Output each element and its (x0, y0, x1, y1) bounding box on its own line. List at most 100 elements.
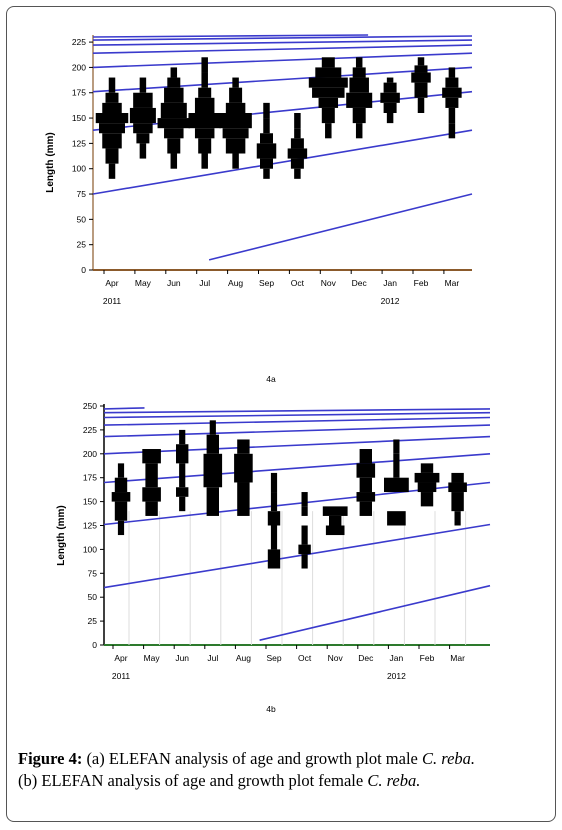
frequency-bar (237, 482, 250, 516)
frequency-bar (301, 554, 308, 569)
frequency-bar (225, 102, 246, 113)
frequency-bar (176, 444, 189, 464)
frequency-bar (411, 72, 431, 83)
x-tick-label: Jul (199, 278, 210, 288)
frequency-bar (383, 102, 397, 113)
x-tick-label: Aug (236, 653, 251, 663)
frequency-bar (256, 143, 277, 159)
frequency-bar (201, 72, 208, 88)
panel-label: 4b (266, 704, 276, 714)
frequency-bar (380, 92, 400, 103)
frequency-bar (160, 102, 187, 119)
frequency-bar (387, 511, 406, 526)
frequency-bar (142, 449, 161, 464)
frequency-bar (194, 97, 215, 113)
frequency-bar (114, 477, 128, 493)
frequency-bar (352, 107, 366, 124)
frequency-bar (232, 77, 239, 88)
frequency-bar (260, 158, 273, 169)
frequency-bar (325, 525, 345, 536)
growth-curve (103, 411, 491, 419)
x-tick-label: Jul (207, 653, 218, 663)
frequency-bar (263, 118, 270, 134)
caption-figure-label: Figure 4: (18, 749, 83, 768)
frequency-bar (179, 496, 186, 512)
growth-curve (103, 523, 491, 589)
frequency-bar (139, 143, 147, 159)
x-tick-label: Jun (175, 653, 189, 663)
frequency-bar (102, 102, 122, 113)
frequency-bar (315, 67, 342, 78)
frequency-bar (287, 148, 308, 159)
frequency-bar (176, 487, 189, 497)
x-tick-label: Feb (414, 278, 429, 288)
frequency-bar (164, 87, 184, 103)
frequency-bar (232, 153, 239, 169)
frequency-bar (312, 87, 345, 98)
y-tick-label: 50 (88, 592, 98, 602)
frequency-bar (290, 138, 304, 149)
frequency-bar (133, 92, 153, 108)
frequency-bar (321, 57, 335, 68)
frequency-bar (448, 482, 467, 493)
growth-curve (103, 424, 491, 438)
frequency-bar (294, 168, 301, 179)
frequency-bar (393, 453, 400, 478)
frequency-bar (105, 92, 119, 103)
x-tick-label: Dec (352, 278, 368, 288)
frequency-bar (201, 57, 208, 73)
frequency-bar (294, 112, 301, 129)
frequency-bar (346, 92, 373, 108)
frequency-bar (117, 463, 125, 478)
frequency-bar (448, 123, 456, 139)
y-tick-label: 150 (72, 113, 86, 123)
growth-curve (103, 407, 145, 410)
frequency-bar (414, 65, 428, 73)
frequency-bar (170, 153, 178, 169)
frequency-bar (321, 107, 335, 124)
growth-curve (92, 39, 473, 46)
frequency-bar (179, 463, 186, 488)
caption-line-2: (b) ELEFAN analysis of age and growth pl… (18, 770, 548, 792)
frequency-bar (308, 77, 348, 88)
x-tick-label: Dec (358, 653, 374, 663)
frequency-bar (209, 420, 216, 435)
caption-line2-text: (b) ELEFAN analysis of age and growth pl… (18, 771, 368, 790)
x-tick-label: May (144, 653, 161, 663)
x-tick-label: Oct (291, 278, 305, 288)
frequency-bar (142, 487, 161, 502)
frequency-bar (114, 501, 128, 521)
frequency-bar (417, 482, 437, 493)
frequency-bar (417, 97, 425, 113)
growth-curve (92, 66, 473, 93)
growth-curve (92, 52, 473, 69)
frequency-bar (145, 463, 158, 488)
frequency-bar (448, 67, 456, 78)
frequency-bar (201, 153, 208, 169)
chart-4a: 0 25 50 75 100 125 150 175 200 225 Length (mm) Apr M… (45, 34, 473, 384)
frequency-bar (301, 525, 308, 545)
frequency-bar (167, 138, 181, 154)
x-tick-label: Nov (328, 653, 344, 663)
x-tick-label: Oct (298, 653, 312, 663)
frequency-bar (294, 128, 301, 139)
x-tick-label: May (135, 278, 152, 288)
frequency-bar (170, 67, 178, 78)
frequency-bar (225, 138, 246, 154)
frequency-bar (386, 77, 394, 83)
frequency-bar (359, 477, 372, 493)
x-tick-label: Jun (167, 278, 181, 288)
growth-curve (103, 453, 491, 484)
frequency-bar (322, 506, 348, 516)
frequency-bar (260, 133, 273, 144)
growth-curve (92, 90, 473, 131)
frequency-bar (167, 77, 181, 88)
frequency-bar (359, 501, 372, 516)
frequency-bar (219, 112, 252, 129)
frequency-bar (290, 158, 304, 169)
caption-line2-species: C. reba. (367, 771, 421, 790)
frequency-bar (448, 107, 456, 124)
x-tick-label: Feb (420, 653, 435, 663)
frequency-bar (267, 549, 281, 569)
frequency-bar (198, 138, 212, 154)
